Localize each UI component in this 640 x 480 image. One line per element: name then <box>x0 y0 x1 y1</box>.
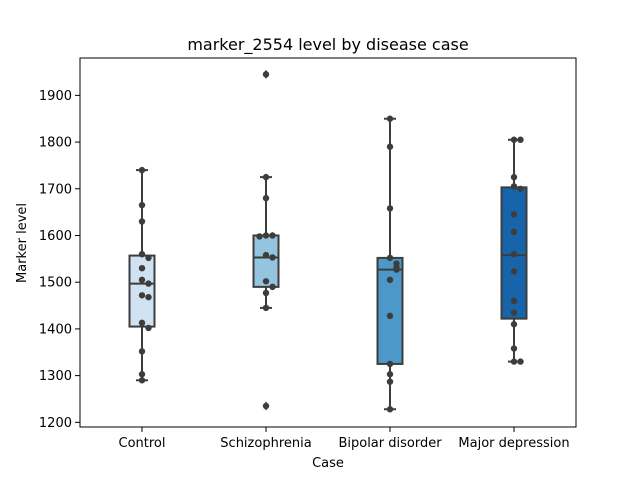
data-point <box>510 228 518 235</box>
data-point <box>517 185 524 192</box>
data-point <box>510 309 518 316</box>
data-point <box>262 251 270 259</box>
y-tick-label: 1800 <box>39 136 72 151</box>
y-tick-label: 1300 <box>39 369 72 384</box>
data-point <box>393 266 400 273</box>
data-point <box>269 283 276 291</box>
data-point <box>510 136 518 143</box>
data-point <box>262 194 270 202</box>
x-axis-label: Case <box>312 456 344 471</box>
data-point <box>262 278 270 285</box>
data-point <box>138 292 146 299</box>
data-point <box>510 211 518 218</box>
data-point <box>386 378 394 385</box>
y-tick-label: 1200 <box>39 416 72 431</box>
data-point <box>386 115 394 122</box>
x-tick-label: Major depression <box>458 436 569 451</box>
data-point <box>510 345 518 352</box>
axes-frame <box>79 57 577 428</box>
data-point <box>138 319 146 327</box>
data-point <box>386 254 394 262</box>
data-point <box>256 233 263 240</box>
y-tick-label: 1600 <box>39 229 72 244</box>
y-tick-label: 1400 <box>39 322 72 337</box>
plot-area: 1200 1300 1400 1500 1600 1700 1800 1900 Control S… <box>39 57 577 451</box>
data-point <box>510 173 518 181</box>
y-axis-label: Marker level <box>15 203 30 283</box>
data-point <box>386 205 394 212</box>
data-point <box>138 377 146 384</box>
data-point <box>138 276 146 284</box>
data-point <box>138 348 146 355</box>
data-point <box>510 297 518 305</box>
data-point <box>138 264 146 272</box>
y-tick-label: 1900 <box>39 89 72 104</box>
data-point <box>138 166 146 174</box>
data-point <box>262 402 270 410</box>
data-point <box>262 71 270 78</box>
data-point <box>145 254 152 262</box>
data-point <box>386 371 394 378</box>
y-tick-label: 1700 <box>39 182 72 197</box>
data-point <box>510 250 518 258</box>
box <box>376 256 404 365</box>
data-point <box>262 232 270 239</box>
data-point <box>517 136 524 143</box>
data-point <box>262 304 270 312</box>
data-point <box>269 232 276 239</box>
x-tick-label: Bipolar disorder <box>338 436 442 451</box>
data-point <box>386 406 394 413</box>
data-point <box>138 201 146 209</box>
x-tick-label: Schizophrenia <box>220 436 311 451</box>
data-point <box>517 358 524 365</box>
data-point <box>510 183 518 190</box>
data-point <box>145 324 152 332</box>
x-tick-label: Control <box>119 436 166 451</box>
data-point <box>386 276 394 284</box>
data-point <box>145 293 152 301</box>
box <box>128 254 156 328</box>
data-point <box>269 254 276 261</box>
data-point <box>138 218 146 225</box>
data-point <box>510 358 518 365</box>
data-point <box>262 289 270 297</box>
data-point <box>510 268 518 275</box>
data-point <box>138 250 146 258</box>
data-point <box>386 143 394 150</box>
data-point <box>262 173 270 181</box>
data-point <box>386 360 394 368</box>
data-point <box>510 321 518 328</box>
data-point <box>138 371 146 378</box>
y-tick-label: 1500 <box>39 276 72 291</box>
data-point <box>145 280 152 287</box>
chart-title: marker_2554 level by disease case <box>187 35 468 55</box>
data-point <box>386 312 394 320</box>
